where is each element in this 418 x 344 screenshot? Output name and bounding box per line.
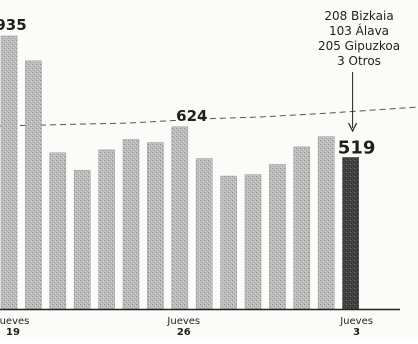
x-tick-label: Jueves19 [0,316,29,338]
annotation-line: 3 Otros [337,54,381,68]
bar-highlight [342,157,359,310]
bar [195,158,213,310]
reference-dashed-line [0,106,418,127]
annotation-line: 208 Bizkaia [324,9,393,23]
bar [147,142,164,310]
x-tick-label-line2: 26 [177,327,191,338]
bar [244,174,262,310]
bar [220,175,237,310]
bar [73,170,91,310]
bar [0,35,18,310]
data-label: 624 [176,107,207,125]
annotation-line: 205 Gipuzkoa [318,39,400,53]
x-tick-label-line1: Jueves [166,316,200,327]
x-tick-label-line1: Jueves [0,316,29,327]
bar [98,149,115,310]
x-tick-label-line1: Jueves [339,316,373,327]
data-label: 935 [0,16,27,34]
bar [171,126,189,310]
x-tick-label-line2: 19 [6,327,20,338]
bar [293,146,311,310]
bar [317,136,335,310]
bar [269,164,286,310]
bar [49,152,67,310]
x-tick-label-line2: 3 [353,327,360,338]
bar [122,139,140,310]
bar [25,60,42,310]
annotation-arrow-head [348,122,358,133]
annotation-line: 103 Álava [329,23,389,38]
data-label: 519 [338,138,376,159]
